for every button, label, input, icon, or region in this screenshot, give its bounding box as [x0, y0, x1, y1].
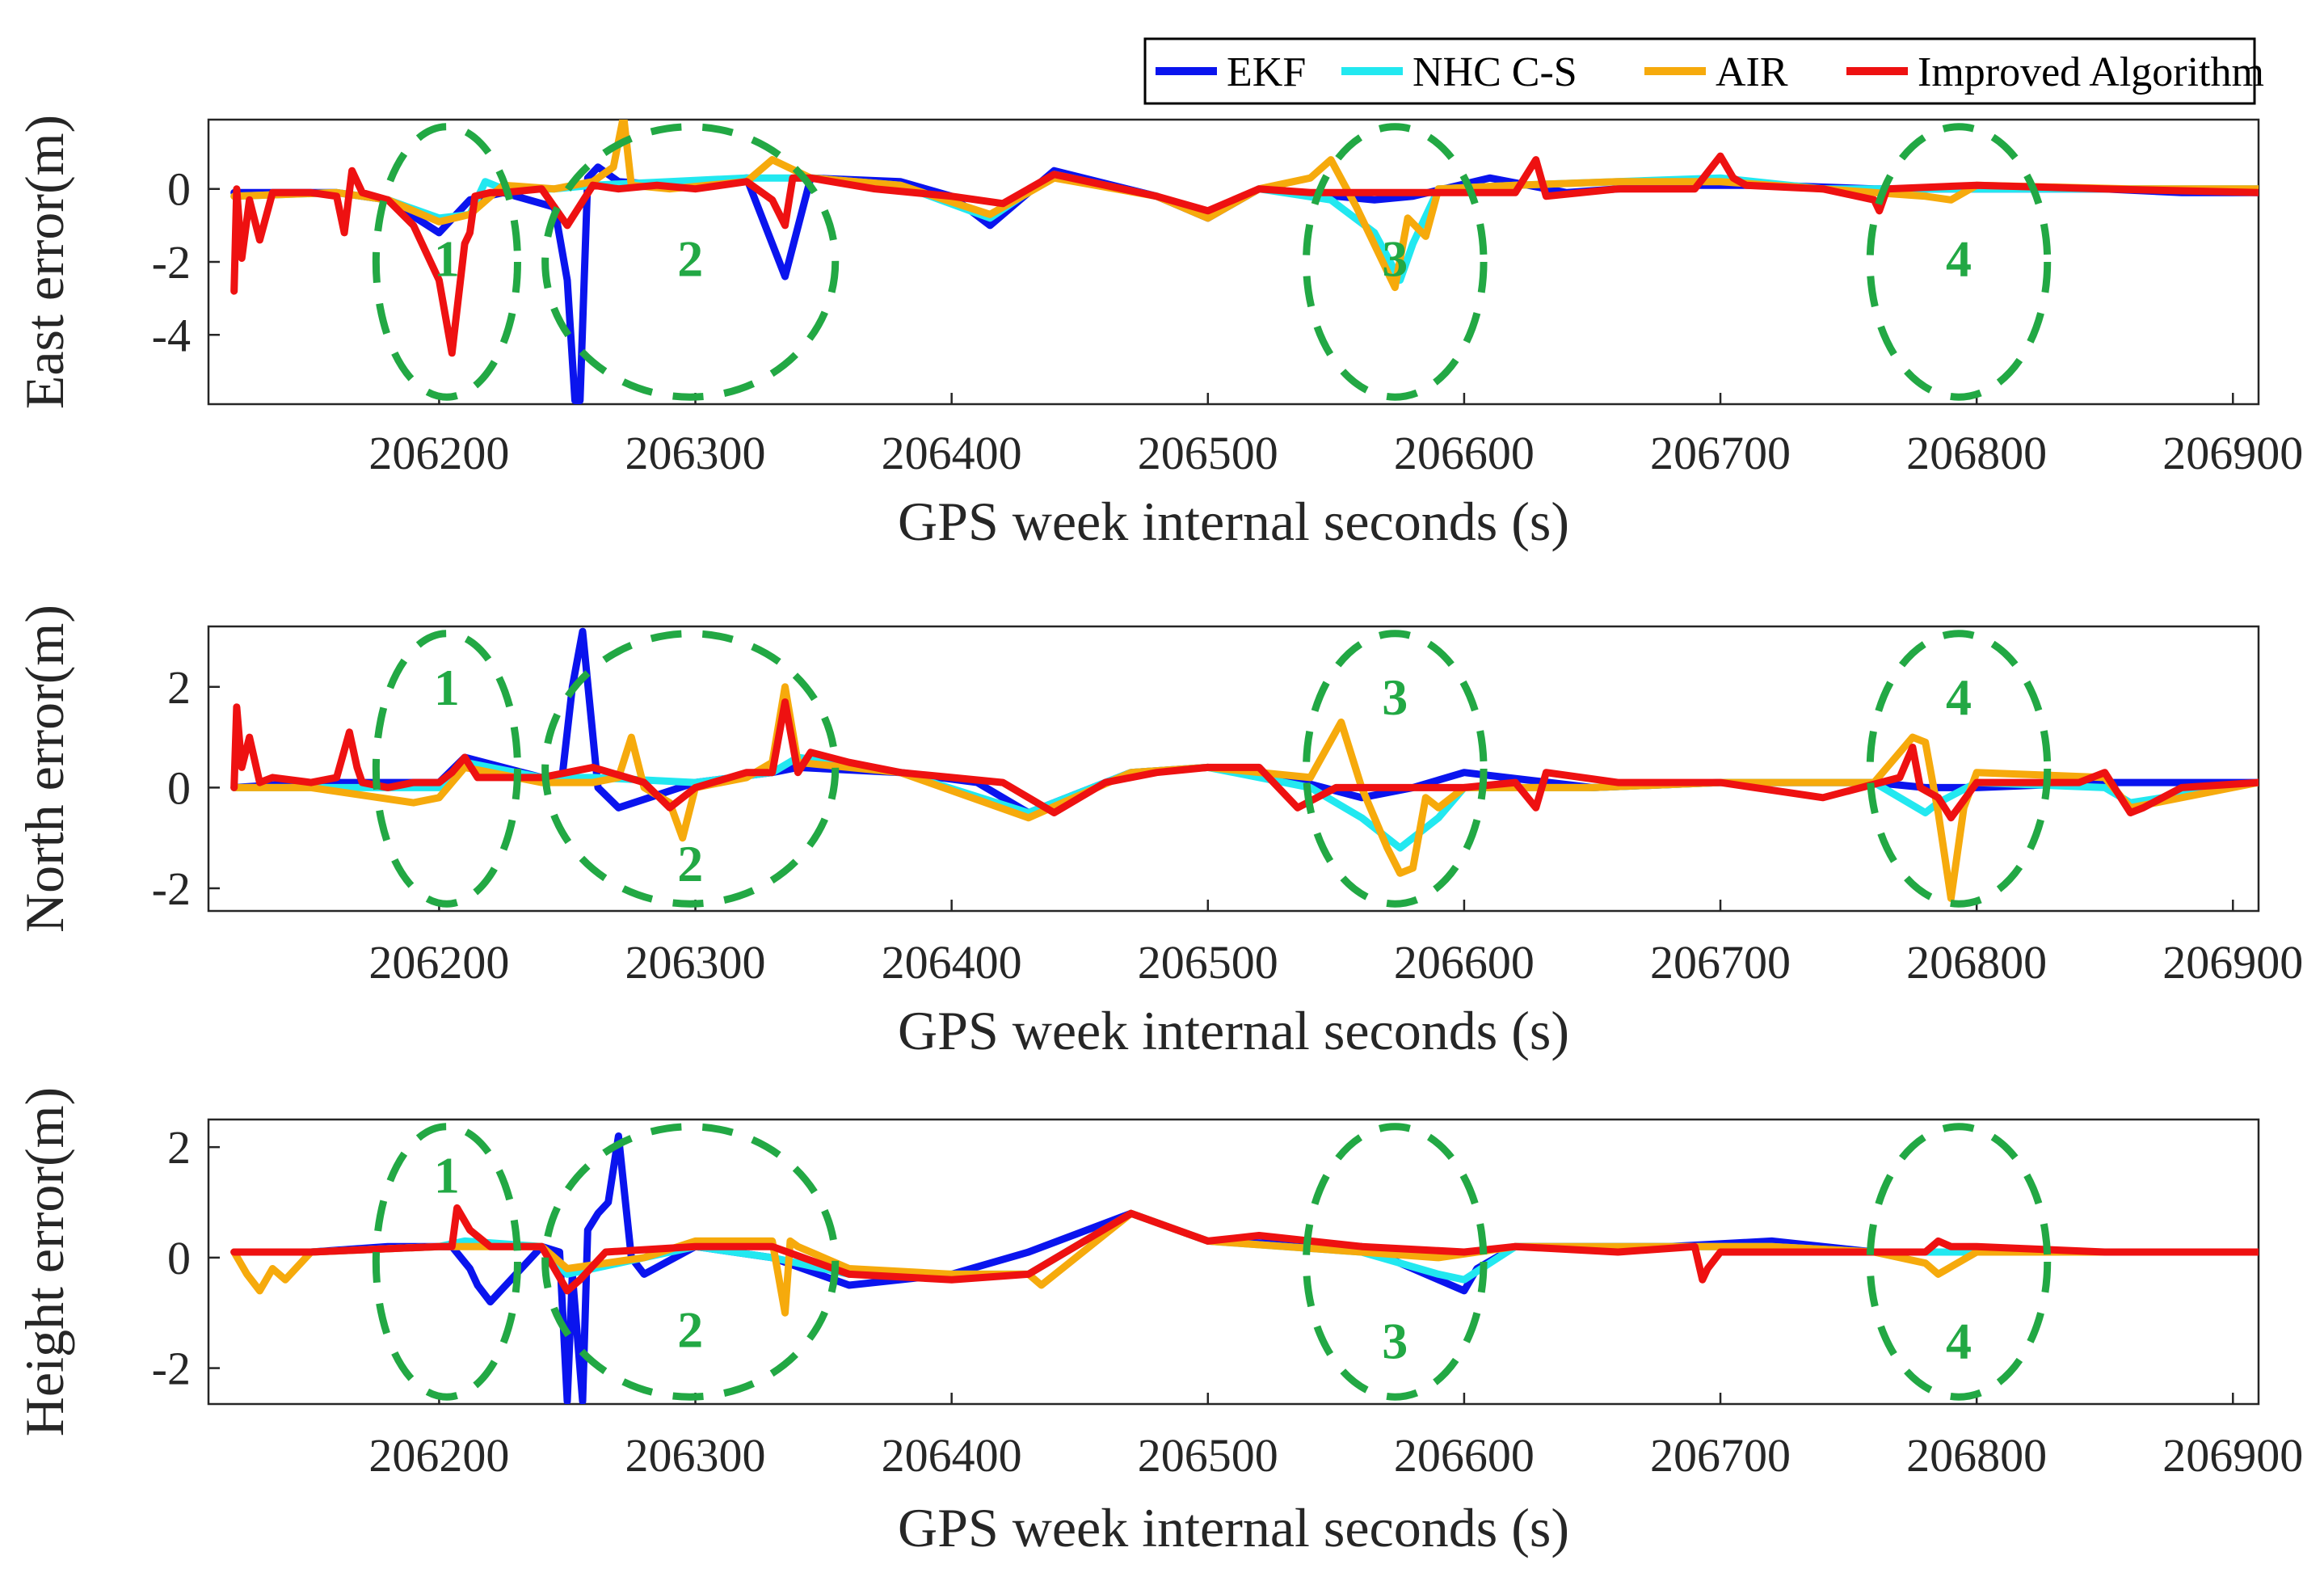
region-label-2: 2 [677, 835, 703, 892]
region-label-4: 4 [1946, 668, 1972, 726]
x-tick-label: 206700 [1650, 427, 1791, 479]
x-tick-label: 206700 [1650, 936, 1791, 989]
region-label-4: 4 [1946, 1312, 1972, 1369]
x-tick-label: 206800 [1906, 427, 2047, 479]
y-axis-label: Height error(m) [14, 1087, 75, 1436]
highlight-ellipse-3 [1303, 630, 1488, 908]
x-tick-label: 206600 [1394, 427, 1535, 479]
highlight-ellipse-1 [372, 123, 521, 401]
highlight-ellipse-1 [372, 630, 521, 908]
x-tick-label: 206200 [368, 936, 509, 989]
highlight-ellipse-1 [372, 1123, 521, 1401]
series-group [230, 120, 2259, 404]
legend-label-nhc-c-s: NHC C-S [1413, 49, 1577, 95]
series-line-improved-algorithm [230, 1204, 2259, 1295]
y-tick-label: -4 [152, 309, 191, 361]
x-tick-label: 206900 [2162, 936, 2303, 989]
x-axis-label: GPS week internal seconds (s) [898, 1497, 1569, 1558]
x-tick-label: 206900 [2162, 427, 2303, 479]
series-line-improved-algorithm [230, 152, 2259, 357]
legend-label-air: AIR [1716, 49, 1788, 95]
x-tick-label: 206300 [625, 427, 766, 479]
x-tick-label: 206400 [882, 427, 1022, 479]
panel-height-error: 206200 206300 206400 206500 206600 206700 2068… [14, 1087, 2303, 1558]
x-tick-label: 206400 [882, 936, 1022, 989]
x-tick-label: 206800 [1906, 1429, 2047, 1482]
x-axis-label: GPS week internal seconds (s) [898, 1000, 1569, 1061]
x-tick-label: 206800 [1906, 936, 2047, 989]
x-tick-label: 206200 [368, 1429, 509, 1482]
y-tick-label: -2 [152, 1343, 191, 1395]
y-tick-label: -2 [152, 236, 191, 289]
region-label-2: 2 [677, 1301, 703, 1359]
y-axis-label: East error(m) [14, 115, 75, 409]
region-label-3: 3 [1382, 1312, 1408, 1369]
x-tick-label: 206300 [625, 1429, 766, 1482]
legend-label-improved-algorithm: Improved Algorithm [1918, 49, 2264, 95]
legend: EKF NHC C-S AIR Improved Algorithm [1143, 37, 2264, 105]
region-label-3: 3 [1382, 230, 1408, 287]
legend-item-ekf: EKF [1156, 49, 1306, 95]
x-tick-label: 206500 [1138, 1429, 1278, 1482]
x-tick-label: 206300 [625, 936, 766, 989]
highlight-ellipse-3 [1303, 1123, 1488, 1401]
highlight-ellipse-4 [1866, 123, 2052, 401]
x-tick-label: 206400 [882, 1429, 1022, 1482]
x-tick-label: 206700 [1650, 1429, 1791, 1482]
x-tick-label: 206900 [2162, 1429, 2303, 1482]
region-label-1: 1 [434, 1146, 460, 1204]
region-label-1: 1 [434, 230, 460, 287]
y-tick-label: 2 [167, 1121, 191, 1174]
region-label-2: 2 [677, 230, 703, 287]
y-tick-label: 0 [167, 163, 191, 216]
y-tick-label: -2 [152, 862, 191, 915]
legend-item-nhc-c-s: NHC C-S [1341, 49, 1577, 95]
x-tick-label: 206200 [368, 427, 509, 479]
x-tick-label: 206500 [1138, 936, 1278, 989]
region-label-4: 4 [1946, 230, 1972, 287]
region-label-3: 3 [1382, 668, 1408, 726]
highlight-ellipse-2 [541, 123, 840, 401]
y-axis-label: North error(m) [14, 605, 75, 933]
x-tick-label: 206500 [1138, 427, 1278, 479]
highlight-ellipse-4 [1866, 630, 2052, 908]
highlight-ellipse-3 [1303, 123, 1488, 401]
panel-east-error: 206200 206300 206400 206500 206600 206700 2068… [14, 115, 2303, 552]
x-tick-label: 206600 [1394, 1429, 1535, 1482]
x-tick-label: 206600 [1394, 936, 1535, 989]
region-label-1: 1 [434, 659, 460, 716]
highlight-ellipse-2 [541, 630, 840, 908]
y-tick-label: 0 [167, 761, 191, 814]
highlight-ellipse-2 [541, 1123, 840, 1401]
axes-frame [207, 118, 2260, 406]
series-group [230, 1132, 2259, 1404]
series-line-improved-algorithm [230, 698, 2259, 822]
legend-item-improved-algorithm: Improved Algorithm [1846, 49, 2264, 95]
legend-label-ekf: EKF [1227, 49, 1306, 95]
y-tick-label: 2 [167, 661, 191, 714]
highlight-ellipse-4 [1866, 1123, 2052, 1401]
x-axis-label: GPS week internal seconds (s) [898, 491, 1569, 552]
y-tick-label: 0 [167, 1232, 191, 1284]
legend-item-air: AIR [1644, 49, 1788, 95]
panel-north-error: 206200 206300 206400 206500 206600 206700 2068… [14, 605, 2303, 1061]
